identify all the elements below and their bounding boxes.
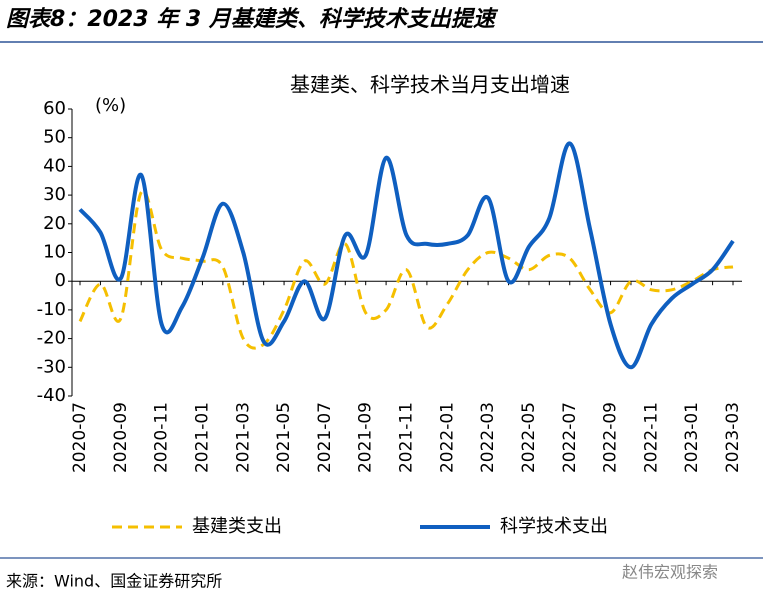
- x-tick-label: 2020-11: [152, 402, 172, 473]
- x-tick-label: 2022-03: [478, 402, 498, 473]
- x-tick-label: 2022-05: [519, 402, 539, 473]
- x-tick-label: 2021-07: [315, 402, 335, 473]
- watermark: 赵伟宏观探索: [622, 563, 718, 582]
- y-unit: (%): [95, 95, 126, 116]
- x-tick-label: 2022-09: [601, 402, 621, 473]
- y-tick-label: -10: [37, 299, 66, 320]
- x-tick-label: 2021-09: [356, 402, 376, 473]
- x-tick-label: 2022-11: [641, 402, 661, 473]
- x-tick-label: 2023-03: [723, 402, 743, 473]
- y-tick-label: 50: [43, 127, 66, 148]
- x-tick-label: 2022-07: [560, 402, 580, 473]
- x-tick-label: 2020-09: [111, 402, 131, 473]
- report-title: 图表8：2023 年 3 月基建类、科学技术支出提速: [6, 6, 499, 32]
- y-tick-label: 40: [43, 155, 66, 176]
- x-tick-label: 2021-01: [192, 402, 212, 473]
- legend-label: 科学技术支出: [500, 516, 608, 537]
- y-tick-label: -20: [37, 328, 66, 349]
- y-tick-label: 60: [43, 98, 66, 119]
- y-tick-label: 20: [43, 213, 66, 234]
- series-line: [78, 141, 735, 370]
- series-line: [78, 189, 734, 350]
- source: 来源：Wind、国金证券研究所: [6, 572, 222, 591]
- y-tick-label: 0: [55, 270, 66, 291]
- x-tick-label: 2021-11: [397, 402, 417, 473]
- y-tick-label: -40: [37, 385, 66, 406]
- y-tick-label: 10: [43, 242, 66, 263]
- x-tick-label: 2020-07: [70, 402, 90, 473]
- y-tick-label: 30: [43, 184, 66, 205]
- x-tick-label: 2021-05: [274, 402, 294, 473]
- chart-title: 基建类、科学技术当月支出增速: [290, 73, 570, 97]
- y-tick-label: -30: [37, 356, 66, 377]
- x-tick-label: 2022-01: [437, 402, 457, 473]
- x-tick-label: 2021-03: [233, 402, 253, 473]
- legend-label: 基建类支出: [192, 516, 282, 537]
- x-tick-label: 2023-01: [682, 402, 702, 473]
